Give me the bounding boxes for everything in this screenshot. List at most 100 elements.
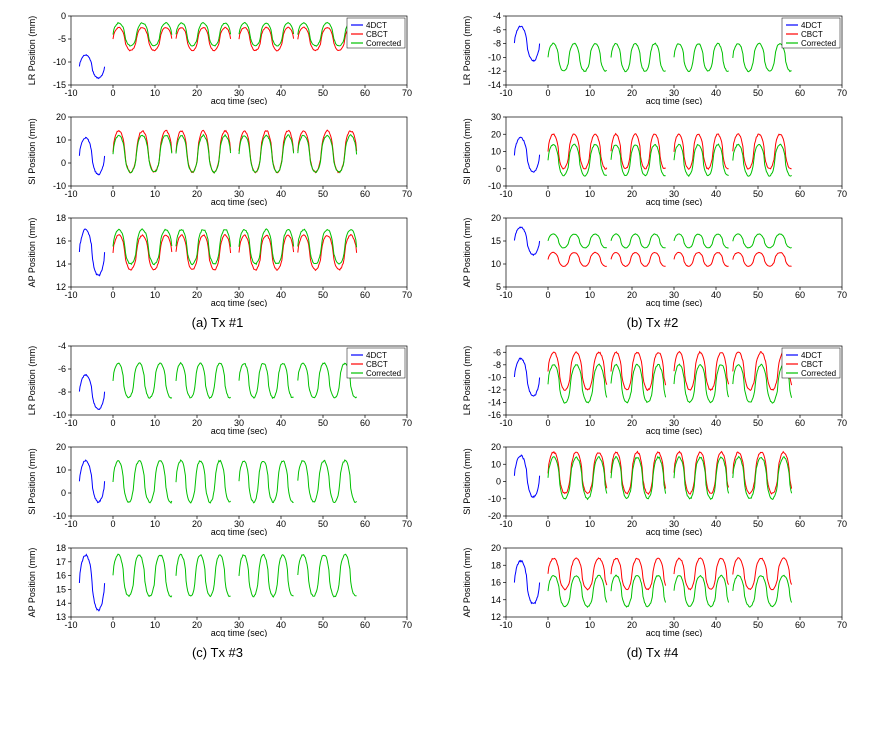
svg-text:0: 0: [110, 620, 115, 630]
svg-text:acq time (sec): acq time (sec): [210, 298, 267, 307]
svg-text:acq time (sec): acq time (sec): [210, 426, 267, 435]
svg-text:acq time (sec): acq time (sec): [645, 628, 702, 637]
trace-cbct: [239, 27, 294, 51]
legend-label: CBCT: [366, 360, 388, 369]
svg-text:20: 20: [490, 129, 500, 139]
svg-text:20: 20: [191, 418, 201, 428]
trace-corrected: [297, 135, 356, 173]
trace-corrected: [239, 555, 294, 598]
svg-text:10: 10: [584, 88, 594, 98]
trace-cbct: [611, 253, 666, 267]
svg-text:10: 10: [55, 135, 65, 145]
svg-text:10: 10: [584, 290, 594, 300]
trace-corrected: [548, 234, 607, 248]
svg-text:20: 20: [626, 620, 636, 630]
svg-text:-10: -10: [64, 189, 77, 199]
svg-text:20: 20: [191, 519, 201, 529]
svg-text:20: 20: [626, 519, 636, 529]
trace-corrected: [239, 135, 294, 173]
chart-svg: -10010203040506070-1001020acq time (sec)…: [23, 111, 413, 206]
svg-text:20: 20: [626, 189, 636, 199]
svg-text:50: 50: [752, 290, 762, 300]
svg-text:14: 14: [55, 259, 65, 269]
svg-text:0: 0: [545, 519, 550, 529]
svg-text:40: 40: [710, 620, 720, 630]
svg-text:-16: -16: [487, 410, 500, 420]
trace-corrected: [732, 234, 791, 248]
svg-text:20: 20: [191, 290, 201, 300]
svg-text:-10: -10: [64, 519, 77, 529]
svg-text:-8: -8: [57, 387, 65, 397]
svg-text:SI Position (mm): SI Position (mm): [462, 118, 472, 185]
svg-text:12: 12: [490, 612, 500, 622]
svg-text:acq time (sec): acq time (sec): [645, 298, 702, 307]
svg-text:-6: -6: [492, 25, 500, 35]
svg-text:40: 40: [275, 620, 285, 630]
svg-text:60: 60: [794, 519, 804, 529]
figure-grid: -10010203040506070-15-10-50acq time (sec…: [10, 10, 860, 660]
trace-corrected: [297, 554, 356, 597]
svg-text:-10: -10: [499, 620, 512, 630]
trace-cbct: [611, 558, 666, 589]
svg-text:0: 0: [110, 418, 115, 428]
trace-cbct: [674, 252, 729, 266]
svg-text:40: 40: [275, 189, 285, 199]
svg-text:10: 10: [584, 189, 594, 199]
svg-text:0: 0: [495, 164, 500, 174]
chart-svg: -100102030405060705101520acq time (sec)A…: [458, 212, 848, 307]
panel-d: -10010203040506070-16-14-12-10-8-6acq ti…: [445, 340, 860, 660]
svg-text:70: 70: [836, 418, 846, 428]
legend-label: 4DCT: [366, 351, 387, 360]
svg-text:20: 20: [626, 290, 636, 300]
legend-label: 4DCT: [801, 351, 822, 360]
svg-text:15: 15: [490, 236, 500, 246]
svg-text:AP Position (mm): AP Position (mm): [462, 548, 472, 618]
svg-text:16: 16: [55, 571, 65, 581]
svg-text:0: 0: [545, 620, 550, 630]
svg-text:30: 30: [490, 112, 500, 122]
subplot-a-ap: -1001020304050607012141618acq time (sec)…: [23, 212, 413, 307]
trace-corrected: [674, 457, 729, 500]
svg-text:10: 10: [149, 620, 159, 630]
svg-text:0: 0: [495, 477, 500, 487]
svg-text:20: 20: [626, 88, 636, 98]
trace-corrected: [548, 43, 607, 71]
svg-text:-14: -14: [487, 397, 500, 407]
svg-text:-10: -10: [499, 189, 512, 199]
svg-text:50: 50: [317, 620, 327, 630]
svg-text:0: 0: [110, 88, 115, 98]
trace-cbct: [732, 252, 791, 266]
svg-text:-8: -8: [492, 39, 500, 49]
svg-text:60: 60: [359, 290, 369, 300]
svg-text:-10: -10: [64, 88, 77, 98]
svg-text:10: 10: [490, 147, 500, 157]
svg-text:-10: -10: [64, 620, 77, 630]
trace-corrected: [611, 364, 666, 403]
svg-text:acq time (sec): acq time (sec): [645, 527, 702, 536]
svg-text:60: 60: [359, 418, 369, 428]
svg-text:40: 40: [710, 290, 720, 300]
svg-text:-14: -14: [487, 80, 500, 90]
trace-4dct: [79, 229, 104, 276]
trace-4dct: [514, 561, 539, 604]
svg-text:16: 16: [490, 578, 500, 588]
svg-text:50: 50: [317, 519, 327, 529]
svg-text:-10: -10: [499, 290, 512, 300]
svg-text:0: 0: [545, 88, 550, 98]
svg-text:-5: -5: [57, 34, 65, 44]
caption-d: (d) Tx #4: [627, 645, 679, 660]
svg-text:-10: -10: [64, 290, 77, 300]
panel-a: -10010203040506070-15-10-50acq time (sec…: [10, 10, 425, 330]
svg-text:10: 10: [149, 418, 159, 428]
trace-corrected: [732, 457, 791, 500]
legend-label: Corrected: [366, 39, 401, 48]
svg-text:70: 70: [401, 418, 411, 428]
trace-cbct: [113, 130, 172, 172]
trace-cbct: [732, 558, 791, 590]
svg-text:70: 70: [836, 88, 846, 98]
svg-text:-10: -10: [52, 57, 65, 67]
svg-text:14: 14: [490, 595, 500, 605]
svg-text:10: 10: [490, 459, 500, 469]
svg-text:acq time (sec): acq time (sec): [645, 96, 702, 105]
panel-c: -10010203040506070-10-8-6-4acq time (sec…: [10, 340, 425, 660]
